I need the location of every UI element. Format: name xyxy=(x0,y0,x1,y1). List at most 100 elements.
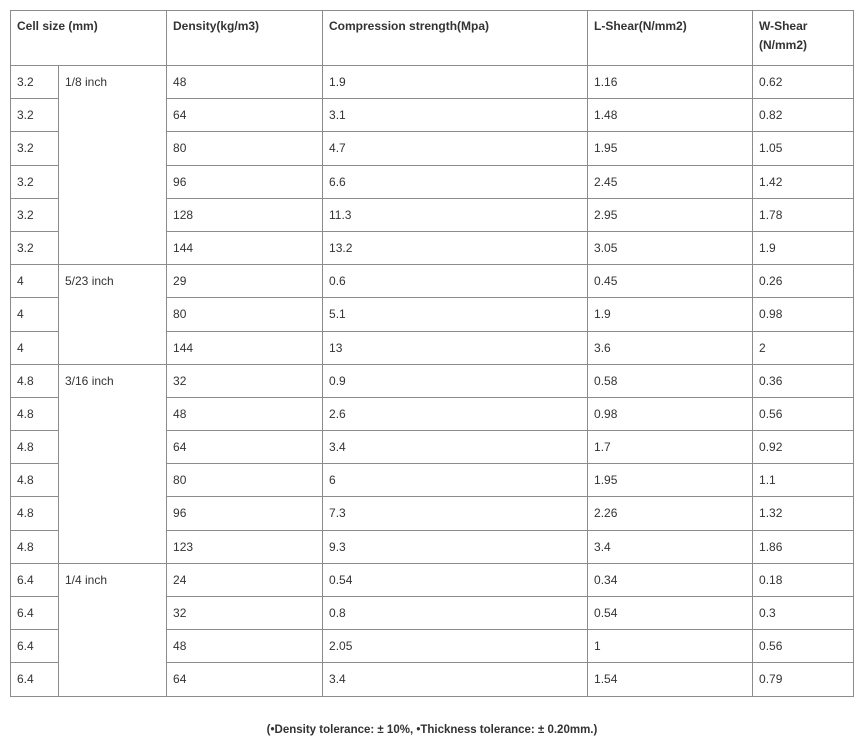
cell-l-shear: 2.26 xyxy=(587,496,754,531)
cell-w-shear: 1.1 xyxy=(752,463,855,498)
cell-w-shear: 1.78 xyxy=(752,197,855,232)
cell-compression: 4.7 xyxy=(322,131,589,166)
cell-w-shear: 1.05 xyxy=(752,131,855,166)
cell-density: 32 xyxy=(166,595,324,631)
cell-w-shear: 0.82 xyxy=(752,98,855,133)
cell-compression: 11.3 xyxy=(322,197,589,232)
table-row: 3.2 128 11.3 2.95 1.78 xyxy=(10,197,855,232)
table-row: 4.8 96 7.3 2.26 1.32 xyxy=(10,496,855,531)
cell-density: 123 xyxy=(166,529,324,564)
cell-cell-mm: 4.8 xyxy=(10,496,59,531)
cell-compression: 3.4 xyxy=(322,430,589,465)
cell-cell-mm: 4 xyxy=(10,264,59,299)
cell-density: 80 xyxy=(166,131,324,166)
cell-cell-mm: 4.8 xyxy=(10,463,59,498)
cell-w-shear: 0.79 xyxy=(752,662,855,697)
cell-cell-mm: 6.4 xyxy=(10,662,59,697)
cell-w-shear: 1.42 xyxy=(752,164,855,199)
table-row: 4.8 64 3.4 1.7 0.92 xyxy=(10,430,855,465)
honeycomb-properties-table: Cell size (mm) Density(kg/m3) Compressio… xyxy=(9,10,855,697)
cell-w-shear: 0.56 xyxy=(752,396,855,432)
cell-cell-mm: 4 xyxy=(10,330,59,365)
cell-w-shear: 1.86 xyxy=(752,529,855,564)
cell-w-shear: 1.9 xyxy=(752,230,855,266)
cell-w-shear: 0.36 xyxy=(752,363,855,398)
table-row: 6.4 32 0.8 0.54 0.3 xyxy=(10,595,855,631)
cell-compression: 3.1 xyxy=(322,98,589,133)
cell-l-shear: 1.54 xyxy=(587,662,754,697)
header-density: Density(kg/m3) xyxy=(166,10,324,66)
cell-cell-mm: 4.8 xyxy=(10,529,59,564)
cell-density: 64 xyxy=(166,662,324,697)
cell-w-shear: 0.62 xyxy=(752,64,855,100)
table-row: 4 5/23 inch 29 0.6 0.45 0.26 xyxy=(10,264,855,365)
cell-cell-mm: 4.8 xyxy=(10,363,59,398)
cell-compression: 3.4 xyxy=(322,662,589,697)
cell-density: 24 xyxy=(166,562,324,598)
cell-inch: 1/8 inch xyxy=(57,64,168,266)
header-w-shear: W-Shear (N/mm2) xyxy=(752,10,855,66)
cell-l-shear: 1.95 xyxy=(587,463,754,498)
table-row: 6.4 1/4 inch 24 0.54 0.34 0.18 xyxy=(10,562,855,697)
cell-density: 144 xyxy=(166,230,324,266)
cell-l-shear: 0.34 xyxy=(587,562,754,598)
cell-compression: 2.6 xyxy=(322,396,589,432)
cell-inch: 3/16 inch xyxy=(57,363,168,564)
cell-cell-mm: 3.2 xyxy=(10,98,59,133)
cell-l-shear: 1.9 xyxy=(587,297,754,332)
cell-compression: 9.3 xyxy=(322,529,589,564)
table-row: 3.2 80 4.7 1.95 1.05 xyxy=(10,131,855,166)
cell-l-shear: 1.95 xyxy=(587,131,754,166)
cell-w-shear: 0.18 xyxy=(752,562,855,598)
cell-density: 96 xyxy=(166,496,324,531)
cell-l-shear: 3.6 xyxy=(587,330,754,365)
cell-inch: 5/23 inch xyxy=(57,264,168,365)
cell-compression: 6.6 xyxy=(322,164,589,199)
cell-compression: 0.6 xyxy=(322,264,589,299)
cell-compression: 5.1 xyxy=(322,297,589,332)
cell-density: 48 xyxy=(166,629,324,664)
cell-l-shear: 2.95 xyxy=(587,197,754,232)
cell-w-shear: 0.98 xyxy=(752,297,855,332)
table-row: 6.4 64 3.4 1.54 0.79 xyxy=(10,662,855,697)
cell-density: 48 xyxy=(166,64,324,100)
cell-l-shear: 2.45 xyxy=(587,164,754,199)
cell-l-shear: 0.58 xyxy=(587,363,754,398)
cell-compression: 13.2 xyxy=(322,230,589,266)
cell-l-shear: 1 xyxy=(587,629,754,664)
cell-l-shear: 1.7 xyxy=(587,430,754,465)
cell-compression: 6 xyxy=(322,463,589,498)
cell-cell-mm: 4.8 xyxy=(10,430,59,465)
table-row: 3.2 144 13.2 3.05 1.9 xyxy=(10,230,855,266)
header-l-shear: L-Shear(N/mm2) xyxy=(587,10,754,66)
cell-l-shear: 1.48 xyxy=(587,98,754,133)
cell-cell-mm: 3.2 xyxy=(10,131,59,166)
cell-cell-mm: 3.2 xyxy=(10,230,59,266)
cell-density: 29 xyxy=(166,264,324,299)
table-row: 3.2 1/8 inch 48 1.9 1.16 0.62 xyxy=(10,64,855,266)
cell-density: 128 xyxy=(166,197,324,232)
cell-w-shear: 0.26 xyxy=(752,264,855,299)
cell-l-shear: 3.4 xyxy=(587,529,754,564)
header-compression: Compression strength(Mpa) xyxy=(322,10,589,66)
cell-l-shear: 0.98 xyxy=(587,396,754,432)
cell-cell-mm: 4 xyxy=(10,297,59,332)
cell-cell-mm: 3.2 xyxy=(10,64,59,100)
cell-density: 144 xyxy=(166,330,324,365)
cell-w-shear: 0.3 xyxy=(752,595,855,631)
cell-density: 48 xyxy=(166,396,324,432)
cell-l-shear: 0.54 xyxy=(587,595,754,631)
table-row: 6.4 48 2.05 1 0.56 xyxy=(10,629,855,664)
table-row: 4.8 48 2.6 0.98 0.56 xyxy=(10,396,855,432)
cell-cell-mm: 6.4 xyxy=(10,595,59,631)
cell-l-shear: 1.16 xyxy=(587,64,754,100)
cell-compression: 1.9 xyxy=(322,64,589,100)
cell-density: 64 xyxy=(166,430,324,465)
cell-cell-mm: 3.2 xyxy=(10,164,59,199)
cell-compression: 0.54 xyxy=(322,562,589,598)
cell-compression: 7.3 xyxy=(322,496,589,531)
cell-compression: 2.05 xyxy=(322,629,589,664)
cell-compression: 13 xyxy=(322,330,589,365)
cell-density: 32 xyxy=(166,363,324,398)
cell-cell-mm: 6.4 xyxy=(10,562,59,598)
